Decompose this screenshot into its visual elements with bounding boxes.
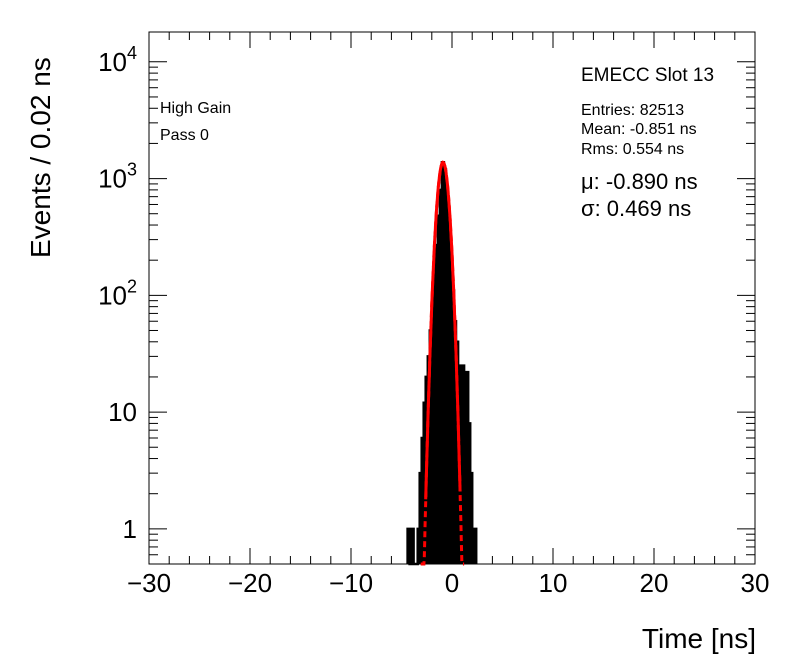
fit-sigma: σ: 0.469 ns xyxy=(581,196,691,221)
x-tick-label: −10 xyxy=(329,568,373,598)
x-tick-label: −20 xyxy=(228,568,272,598)
fit-curve xyxy=(424,160,462,500)
annotation-gain: High Gain xyxy=(160,100,231,117)
x-tick-labels: −30 −20 −10 0 10 20 30 xyxy=(127,568,770,598)
x-tick-label: 10 xyxy=(539,568,568,598)
y-tick-label: 1 xyxy=(123,514,137,544)
y-tick-labels: 1 10 102 103 104 xyxy=(98,43,137,544)
histogram-outline xyxy=(406,160,478,566)
y-tick-label: 104 xyxy=(98,43,137,77)
x-tick-label: 20 xyxy=(640,568,669,598)
x-tick-label: 30 xyxy=(741,568,770,598)
y-axis-label: Events / 0.02 ns xyxy=(25,57,56,258)
x-axis-label: Time [ns] xyxy=(642,623,756,654)
axis-ticks xyxy=(148,32,756,565)
annotation-pass: Pass 0 xyxy=(160,127,209,144)
stats-rms: Rms: 0.554 ns xyxy=(581,141,684,158)
chart-title: EMECC Slot 13 xyxy=(581,65,714,86)
y-tick-label: 102 xyxy=(98,276,137,310)
y-tick-label: 10 xyxy=(108,397,137,427)
y-tick-label: 103 xyxy=(98,160,137,194)
stats-mean: Mean: -0.851 ns xyxy=(581,121,697,138)
fit-mu: μ: -0.890 ns xyxy=(581,169,698,194)
stats-entries: Entries: 82513 xyxy=(581,102,684,119)
data-layer xyxy=(406,160,478,566)
x-tick-label: 0 xyxy=(445,568,459,598)
x-tick-label: −30 xyxy=(127,568,171,598)
